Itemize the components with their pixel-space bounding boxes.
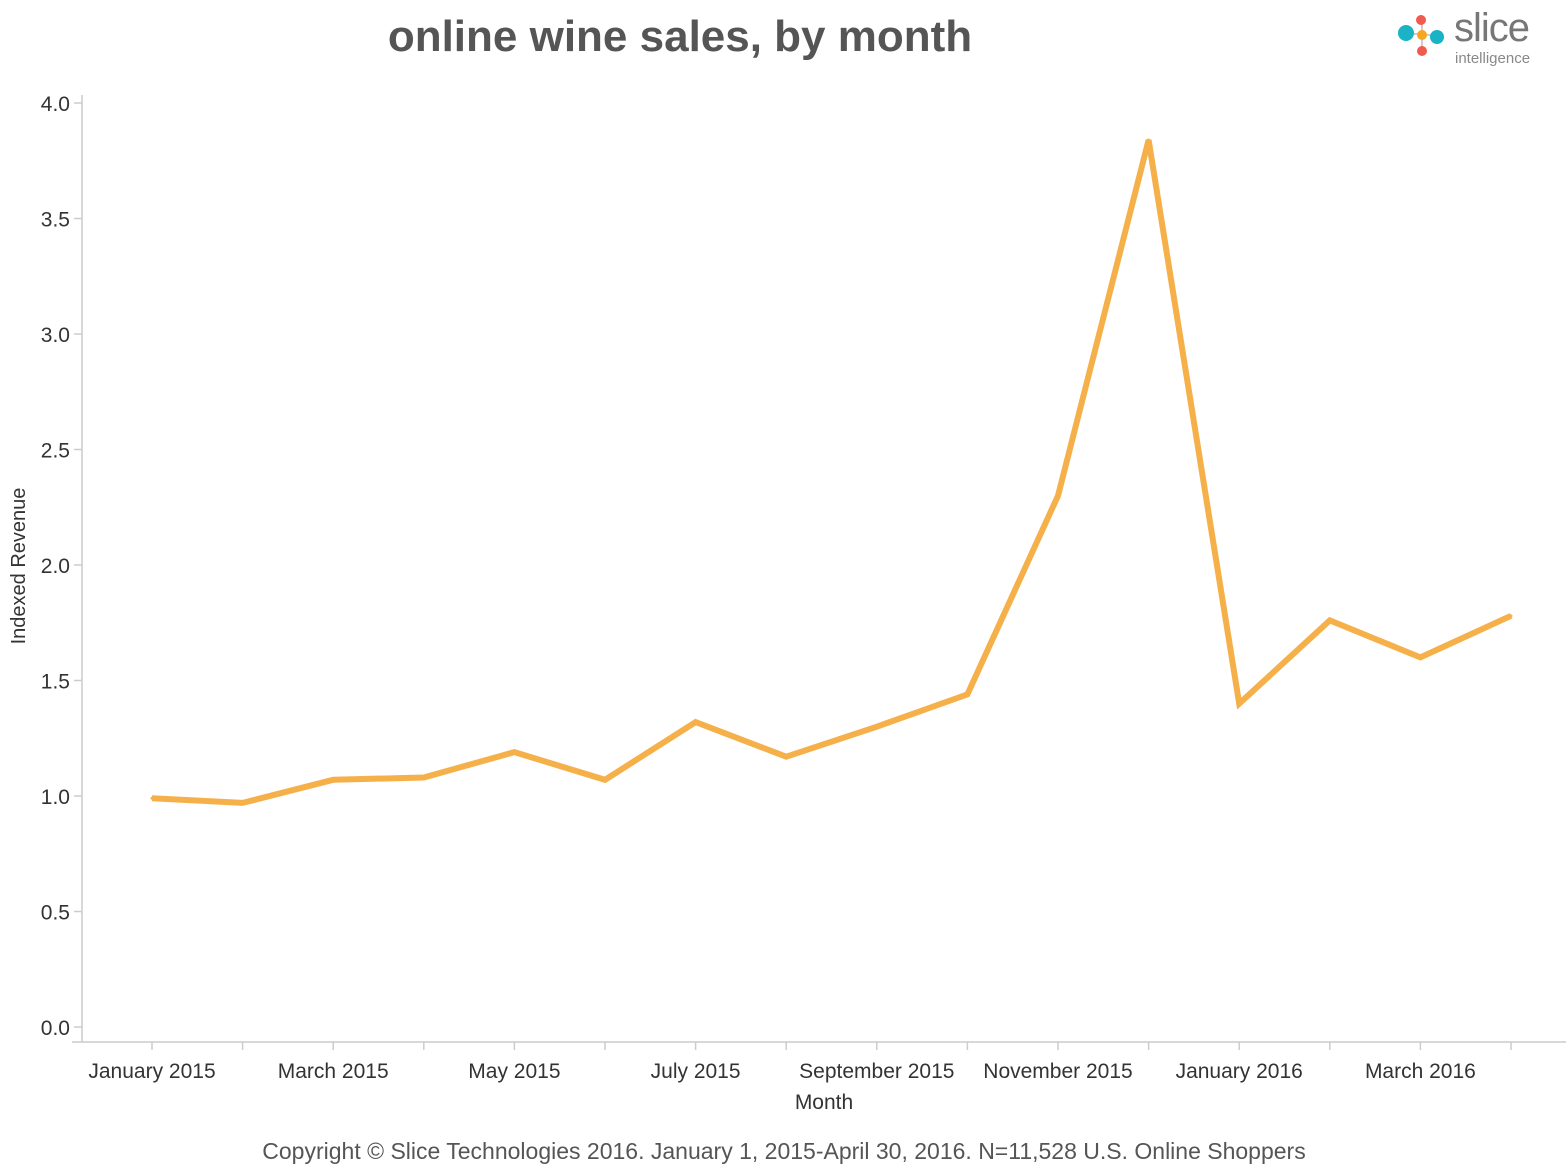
y-tick-label: 4.0 [41, 93, 70, 116]
x-tick-label: March 2015 [278, 1060, 389, 1083]
logo-subtitle: intelligence [1455, 50, 1531, 67]
data-point [512, 750, 516, 754]
slice-intelligence-logo: slice intelligence [1394, 6, 1554, 72]
y-axis: 0.0 0.5 1.0 1.5 2.0 2.5 3.0 3.5 4.0 [41, 93, 83, 1042]
logo-wordmark: slice [1454, 6, 1530, 50]
x-tick-label: May 2015 [468, 1060, 560, 1083]
y-tick-label: 2.0 [41, 555, 70, 578]
y-tick-label: 0.5 [41, 902, 70, 925]
x-axis-title: Month [795, 1091, 853, 1114]
data-point [1418, 655, 1422, 659]
y-tick-label: 1.5 [41, 671, 70, 694]
data-point [1056, 494, 1060, 498]
data-point [422, 776, 426, 780]
y-tick-label: 0.0 [41, 1017, 70, 1040]
x-axis: January 2015 March 2015 May 2015 July 2015 S… [72, 1041, 1566, 1083]
data-point [150, 796, 154, 800]
data-point [784, 755, 788, 759]
line-chart: 0.0 0.5 1.0 1.5 2.0 2.5 3.0 3.5 4.0 January 2015… [8, 93, 1566, 1114]
data-point [241, 801, 245, 805]
data-point [603, 778, 607, 782]
data-point [1147, 138, 1151, 142]
data-point [965, 692, 969, 696]
data-point [331, 778, 335, 782]
y-axis-title: Indexed Revenue [8, 488, 30, 645]
data-point [1509, 614, 1513, 618]
copyright-footer: Copyright © Slice Technologies 2016. Jan… [262, 1138, 1306, 1164]
y-tick-label: 2.5 [41, 440, 70, 463]
series-line [151, 139, 1513, 806]
x-tick-label: January 2015 [88, 1060, 215, 1083]
series-layer [150, 138, 1513, 806]
chart-title: online wine sales, by month [387, 12, 973, 61]
data-point [694, 720, 698, 724]
x-tick-label: July 2015 [651, 1060, 741, 1083]
y-tick-label: 3.0 [41, 324, 70, 347]
y-tick-label: 1.0 [41, 786, 70, 809]
x-tick-label: January 2016 [1176, 1060, 1303, 1083]
data-point [875, 725, 879, 729]
y-tick-label: 3.5 [41, 209, 70, 232]
logo-molecule-icon [1398, 15, 1444, 56]
x-tick-label: November 2015 [983, 1060, 1132, 1083]
data-point [1237, 702, 1241, 706]
data-point [1328, 618, 1332, 622]
x-tick-label: September 2015 [799, 1060, 954, 1083]
x-tick-label: March 2016 [1365, 1060, 1476, 1083]
